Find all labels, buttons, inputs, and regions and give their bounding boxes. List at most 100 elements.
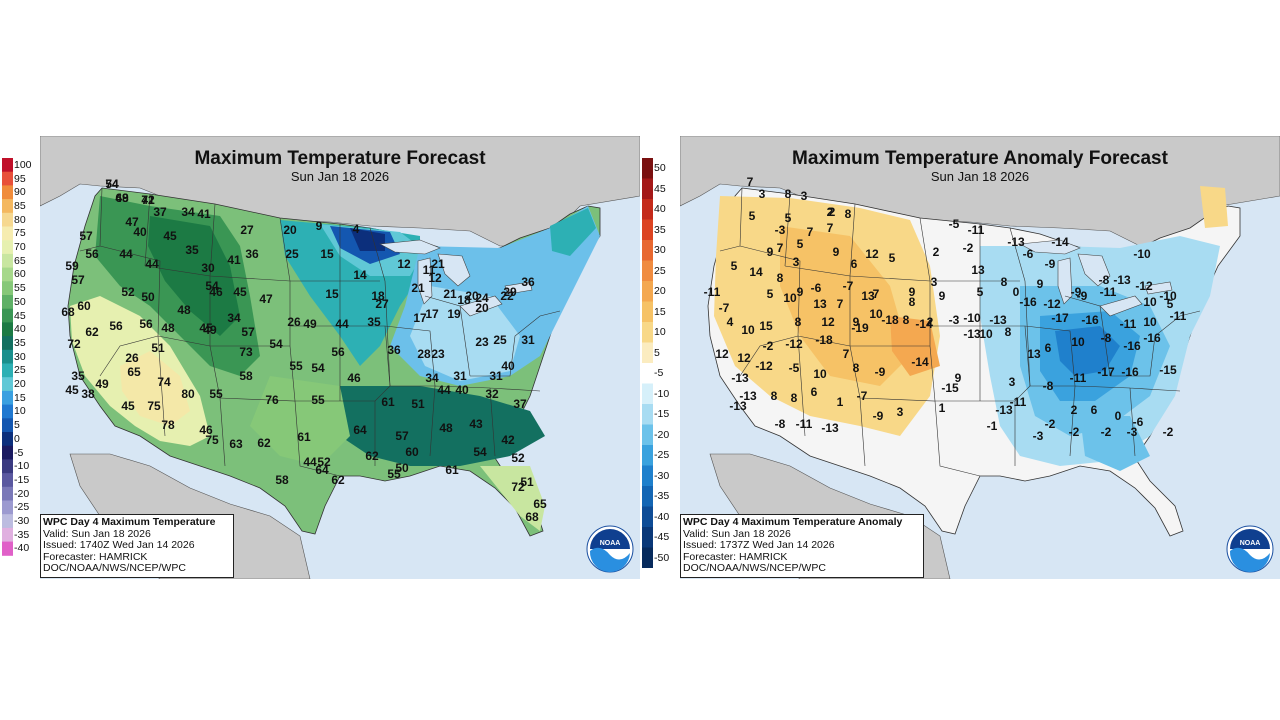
- map-title: Maximum Temperature Forecast: [194, 148, 486, 169]
- temperature-legend-label: -10: [14, 460, 30, 473]
- temperature-value: 68: [525, 510, 539, 524]
- temperature-legend-label: -35: [14, 528, 30, 541]
- temperature-value: 55: [209, 387, 223, 401]
- info-valid: Valid: Sun Jan 18 2026: [43, 527, 151, 540]
- anomaly-value: 0: [1013, 285, 1020, 299]
- anomaly-value: 10: [979, 327, 993, 341]
- anomaly-value: 6: [1045, 341, 1052, 355]
- temperature-legend-label: 40: [14, 323, 26, 336]
- temperature-value: 27: [375, 297, 389, 311]
- temperature-legend-swatch: [2, 432, 13, 447]
- temperature-value: 36: [387, 343, 401, 357]
- temperature-value: 20: [465, 289, 479, 303]
- anomaly-value: 5: [797, 237, 804, 251]
- anomaly-value: -13: [1113, 273, 1131, 287]
- temperature-legend-swatch: [2, 500, 13, 515]
- temperature-legend-label: -5: [14, 446, 24, 459]
- anomaly-value: -13: [963, 327, 981, 341]
- temperature-value: 12: [428, 271, 442, 285]
- anomaly-value: 5: [767, 287, 774, 301]
- temperature-value: 15: [325, 287, 339, 301]
- temperature-value: 74: [157, 375, 171, 389]
- anomaly-value: -1: [987, 419, 998, 433]
- anomaly-value: 12: [865, 247, 879, 261]
- temperature-value: 37: [153, 205, 167, 219]
- anomaly-value: 5: [785, 211, 792, 225]
- temperature-legend-swatch: [2, 390, 13, 406]
- temperature-value: 44: [437, 383, 451, 397]
- temperature-legend-label: 30: [14, 350, 26, 363]
- temperature-value: 54: [205, 279, 219, 293]
- temperature-legend-label: 85: [14, 199, 26, 212]
- temperature-value: 54: [105, 177, 119, 191]
- anomaly-value: 3: [801, 189, 808, 203]
- anomaly-legend-label: 40: [654, 203, 666, 216]
- map-valid-date: Sun Jan 18 2026: [290, 169, 390, 184]
- anomaly-value: 7: [837, 297, 844, 311]
- temperature-value: 75: [147, 399, 161, 413]
- anomaly-value: 8: [909, 295, 916, 309]
- temperature-value: 65: [127, 365, 141, 379]
- temperature-value: 46: [199, 423, 213, 437]
- anomaly-value: 5: [889, 251, 896, 265]
- temperature-value: 45: [65, 383, 79, 397]
- great-lakes: [1018, 239, 1173, 317]
- temperature-value: 62: [257, 436, 271, 450]
- anomaly-value: -16: [1081, 313, 1099, 327]
- anomaly-legend-swatch: [642, 506, 653, 528]
- info-forecaster: Forecaster: HAMRICK: [683, 550, 788, 563]
- anomaly-legend-swatch: [642, 547, 653, 568]
- temperature-legend-label: 5: [14, 419, 20, 432]
- temperature-value: 45: [233, 285, 247, 299]
- info-forecaster: Forecaster: HAMRICK: [43, 550, 148, 563]
- great-lakes: [378, 239, 533, 317]
- anomaly-value: 7: [827, 221, 834, 235]
- anomaly-value: -10: [1159, 289, 1177, 303]
- anomaly-value: -10: [963, 311, 981, 325]
- anomaly-value: 3: [759, 187, 766, 201]
- anomaly-value: -14: [911, 355, 929, 369]
- temperature-anomaly-map-panel: 7 3 5 8 3 2 8 5 -3 7 7 2 -5 -11 7 5 9 3 9 6 12 5 2 -2 -13 -14 -6 -9…: [680, 136, 1280, 579]
- temperature-value: 64: [353, 423, 367, 437]
- anomaly-value: -12: [785, 337, 803, 351]
- temperature-legend-swatch: [2, 322, 13, 337]
- temperature-value: 26: [125, 351, 139, 365]
- temperature-value: 41: [197, 207, 211, 221]
- temperature-value: 57: [79, 229, 93, 243]
- anomaly-value: 8: [795, 315, 802, 329]
- temperature-legend-label: 80: [14, 213, 26, 226]
- temperature-value: 46: [209, 285, 223, 299]
- anomaly-legend-swatch: [642, 260, 653, 282]
- anomaly-value: 12: [737, 351, 751, 365]
- temperature-value: 46: [347, 371, 361, 385]
- temperature-legend-label: 75: [14, 227, 26, 240]
- temperature-legend-swatch: [2, 308, 13, 323]
- anomaly-value: -8: [775, 417, 786, 431]
- anomaly-legend-swatch: [642, 527, 653, 548]
- temperature-value: 34: [227, 311, 241, 325]
- temperature-value: 43: [469, 417, 483, 431]
- anomaly-value: -17: [1051, 311, 1069, 325]
- anomaly-value: 8: [791, 391, 798, 405]
- temperature-value: 58: [275, 473, 289, 487]
- temperature-value: 44: [145, 257, 159, 271]
- temperature-value: 44: [119, 247, 133, 261]
- anomaly-value: 2: [927, 315, 934, 329]
- anomaly-value: -9: [1077, 289, 1088, 303]
- temperature-legend-label: 45: [14, 309, 26, 322]
- anomaly-legend-swatch: [642, 281, 653, 302]
- temperature-value: 80: [181, 387, 195, 401]
- temperature-value: 44: [335, 317, 349, 331]
- temperature-legend-swatch: [2, 377, 13, 392]
- temperature-value: 34: [425, 371, 439, 385]
- anomaly-value: 7: [843, 347, 850, 361]
- temperature-value: 23: [475, 335, 489, 349]
- anomaly-value: 2: [827, 205, 834, 219]
- anomaly-legend-label: -5: [654, 367, 664, 380]
- anomaly-value: -12: [1135, 279, 1153, 293]
- temperature-value: 56: [109, 319, 123, 333]
- anomaly-legend-label: 35: [654, 223, 666, 236]
